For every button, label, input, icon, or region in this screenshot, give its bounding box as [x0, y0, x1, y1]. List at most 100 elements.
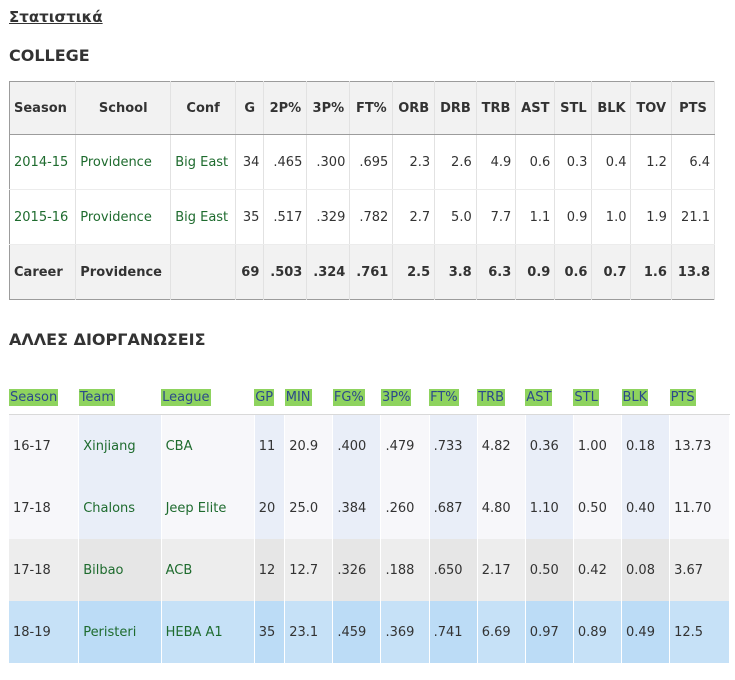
table-cell: 6.3: [476, 244, 517, 300]
table-cell: 11.70: [669, 477, 730, 539]
column-label: AST: [525, 388, 553, 406]
college-col-header: AST: [515, 81, 556, 135]
table-cell: Chalons: [78, 477, 162, 539]
table-cell: 1.9: [630, 189, 672, 245]
other-col-header: Season: [9, 380, 79, 415]
column-label: 3P%: [380, 388, 412, 406]
column-label: TRB: [477, 388, 506, 406]
column-label: BLK: [621, 388, 649, 406]
table-cell: 0.36: [525, 414, 574, 477]
table-cell: 0.49: [621, 601, 671, 663]
table-cell: 12.5: [669, 601, 730, 663]
table-cell: 13.8: [671, 244, 716, 300]
table-cell: 4.9: [476, 134, 517, 190]
column-label: FT%: [429, 388, 459, 406]
table-cell: .479: [380, 414, 430, 477]
column-label: GP: [254, 388, 275, 406]
college-col-header: TOV: [630, 81, 672, 135]
column-label: Team: [78, 388, 116, 406]
table-cell: .733: [429, 414, 478, 477]
table-cell: 0.42: [573, 539, 623, 601]
table-row: 2015-16 Providence Big East 35.517.329.782 2…: [9, 189, 716, 245]
other-col-header: TRB: [477, 380, 526, 415]
table-cell: Providence: [75, 134, 172, 190]
table-cell: 0.9: [554, 189, 593, 245]
column-label: MIN: [284, 388, 312, 406]
college-col-header: TRB: [476, 81, 517, 135]
college-col-header: ORB: [392, 81, 436, 135]
table-cell: .503: [263, 244, 308, 300]
table-cell: 21.1: [671, 189, 716, 245]
table-cell: 0.50: [573, 477, 623, 539]
table-row: 17-18 Chalons Jeep Elite 20 25.0.384.260.687…: [9, 477, 730, 539]
table-cell: 2.17: [477, 539, 526, 601]
stats-heading[interactable]: Στατιστικά: [9, 8, 103, 26]
college-stats-table: Season School Conf G 2P% 3P% FT% ORB DRB TRB AST ST…: [9, 81, 716, 300]
college-col-header: Season: [9, 81, 77, 135]
table-cell: 0.89: [573, 601, 623, 663]
table-cell: 0.97: [525, 601, 574, 663]
table-cell: Jeep Elite: [161, 477, 255, 539]
table-cell: 2015-16: [9, 189, 77, 245]
table-cell: .517: [263, 189, 308, 245]
table-cell: 1.10: [525, 477, 574, 539]
table-cell: 0.6: [515, 134, 556, 190]
column-label: PTS: [669, 388, 696, 406]
other-col-header: League: [161, 380, 255, 415]
table-cell: HEBA A1: [161, 601, 255, 663]
table-row: 2014-15 Providence Big East 34.465.300.695 2…: [9, 134, 716, 190]
college-col-header: 2P%: [263, 81, 308, 135]
college-col-header: DRB: [434, 81, 477, 135]
other-col-header: BLK: [621, 380, 670, 415]
table-cell: .369: [380, 601, 430, 663]
table-cell: 0.9: [515, 244, 556, 300]
table-cell: 2.3: [392, 134, 436, 190]
table-cell: 13.73: [669, 414, 730, 477]
table-cell: 11: [254, 414, 286, 477]
table-cell: 0.4: [591, 134, 632, 190]
other-col-header: MIN: [284, 380, 333, 415]
table-cell: 20: [254, 477, 286, 539]
column-label: League: [161, 388, 211, 406]
other-col-header: Team: [78, 380, 162, 415]
table-cell: 0.6: [554, 244, 593, 300]
other-competitions-heading: ΑΛΛΕΣ ΔΙΟΡΓΑΝΩΣΕΙΣ: [9, 330, 206, 349]
table-cell: Providence: [75, 189, 172, 245]
table-cell: 2014-15: [9, 134, 77, 190]
other-col-header: FT%: [429, 380, 478, 415]
table-cell: 0.18: [621, 414, 671, 477]
table-cell: .384: [332, 477, 382, 539]
table-cell: 7.7: [476, 189, 517, 245]
column-label: STL: [573, 388, 599, 406]
other-col-header: FG%: [332, 380, 381, 415]
college-col-header: PTS: [671, 81, 716, 135]
table-cell: 2.5: [392, 244, 436, 300]
table-cell: 17-18: [9, 477, 80, 539]
table-cell: .459: [332, 601, 382, 663]
table-cell: 20.9: [284, 414, 334, 477]
table-row: 16-17 Xinjiang CBA 11 20.9.400.479.733 4.82 0.…: [9, 414, 730, 477]
table-cell: .326: [332, 539, 382, 601]
table-cell: Career: [9, 244, 77, 300]
career-total-row: Career Providence 69.503.324.761 2.5 3.8 6.3 0…: [9, 244, 716, 300]
table-cell: .465: [263, 134, 308, 190]
table-cell: 0.3: [554, 134, 593, 190]
table-cell: 18-19: [9, 601, 80, 663]
table-cell: 4.82: [477, 414, 526, 477]
table-cell: .324: [306, 244, 351, 300]
other-col-header: 3P%: [380, 380, 430, 415]
table-cell: Peristeri: [78, 601, 162, 663]
table-cell: .300: [306, 134, 351, 190]
table-cell: .741: [429, 601, 478, 663]
college-col-header: Conf: [170, 81, 237, 135]
table-cell: 6.69: [477, 601, 526, 663]
column-label: Season: [9, 388, 59, 406]
table-cell: .260: [380, 477, 430, 539]
table-cell: 69: [235, 244, 265, 300]
table-cell: Xinjiang: [78, 414, 162, 477]
table-cell: CBA: [161, 414, 255, 477]
table-cell: .782: [349, 189, 394, 245]
table-cell: 17-18: [9, 539, 80, 601]
other-col-header: GP: [254, 380, 285, 415]
table-cell: 0.40: [621, 477, 671, 539]
